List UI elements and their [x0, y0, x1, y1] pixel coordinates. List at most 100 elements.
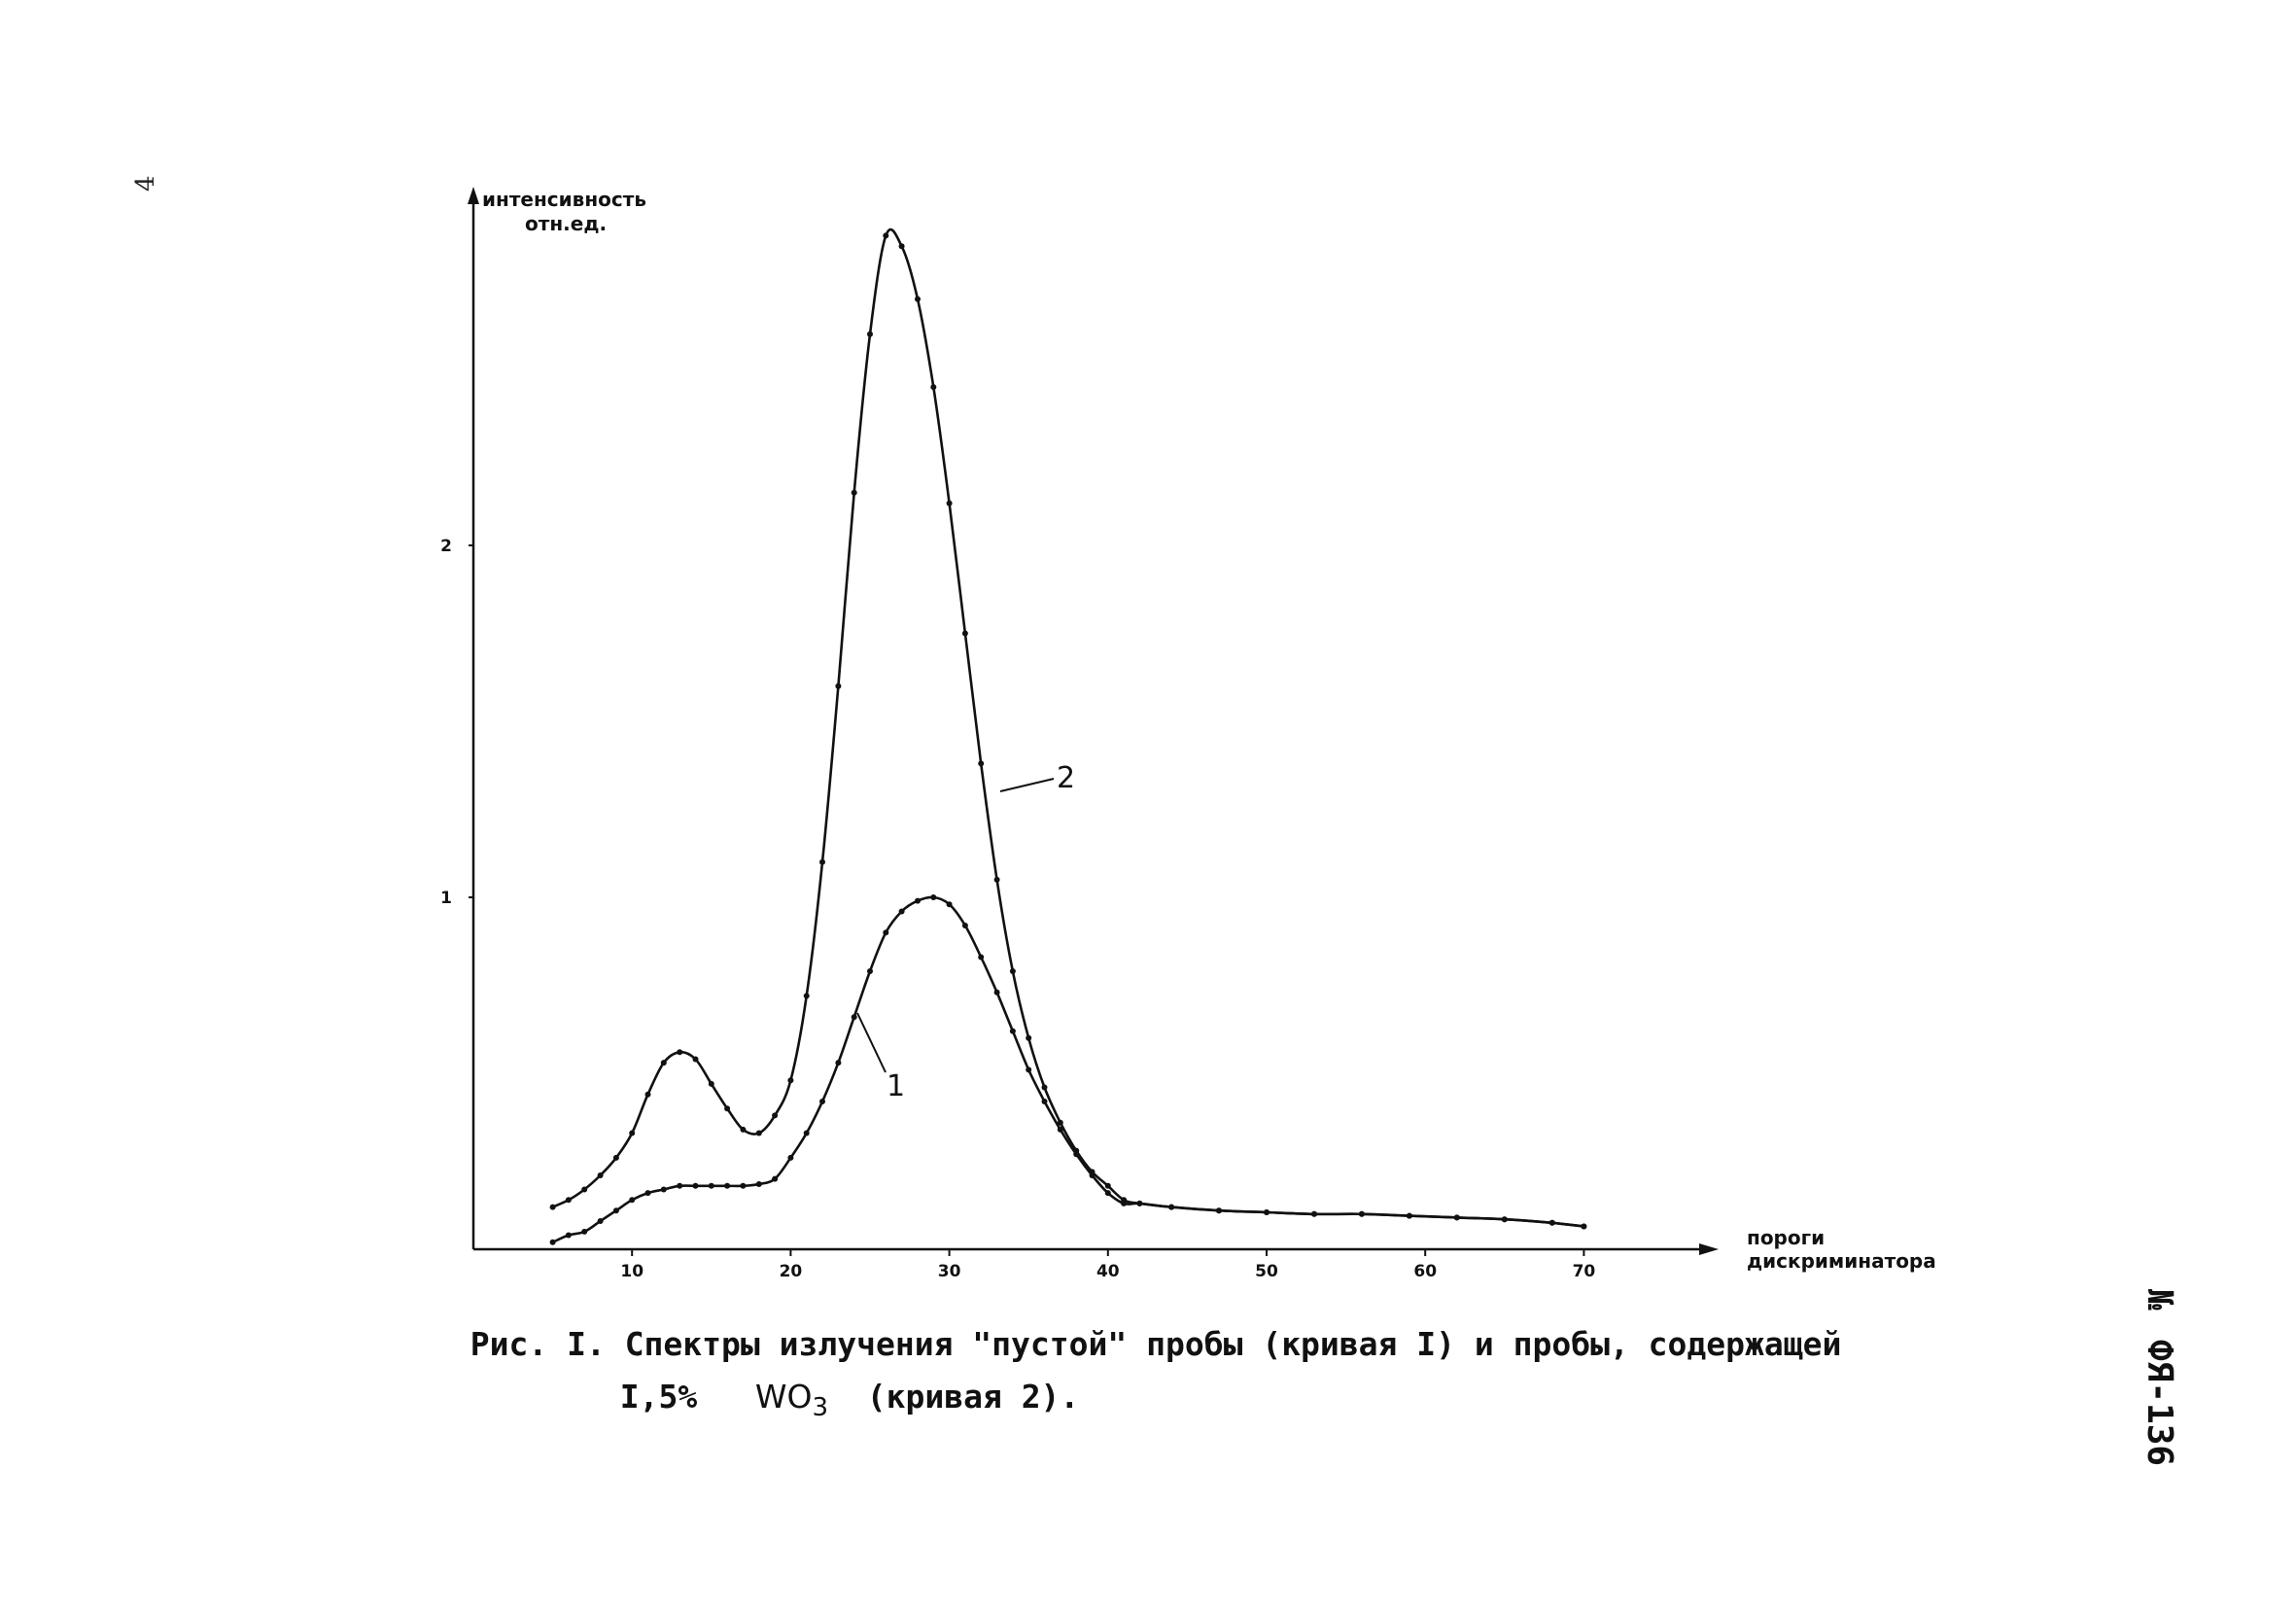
- caption-percent: I,5%: [619, 1378, 698, 1416]
- series-2-point: [1216, 1207, 1222, 1214]
- side-code-mark: №: [2139, 1288, 2179, 1311]
- series-1-point: [755, 1181, 762, 1187]
- x-axis-title-line2: дискриминатора: [1747, 1249, 1936, 1273]
- figure-caption-line1: Рис. I. Спектры излучения "пустой" пробы…: [432, 1287, 1842, 1363]
- x-axis: пороги дискриминатора: [473, 1226, 1936, 1273]
- x-tick-label: 10: [620, 1262, 644, 1281]
- curve-label-1-leader: [856, 1012, 887, 1073]
- series-2-point: [612, 1154, 619, 1161]
- series-2-point: [915, 296, 921, 302]
- series-2-point: [867, 331, 873, 337]
- series-1-point: [1041, 1099, 1048, 1104]
- series-2-point: [1453, 1214, 1460, 1221]
- side-code: ФЯ-136 №: [2139, 1288, 2179, 1466]
- series-2-point: [1104, 1182, 1111, 1189]
- series-1-point: [915, 897, 921, 904]
- series-1-point: [565, 1232, 572, 1239]
- curve-label-1: 1: [856, 1012, 905, 1103]
- series-1-point: [1009, 1028, 1016, 1034]
- series-2-point: [629, 1130, 636, 1136]
- series-1-point: [677, 1182, 683, 1189]
- series-2-point: [1009, 968, 1016, 974]
- series-2-point: [993, 876, 1000, 883]
- series-1-point: [629, 1197, 636, 1204]
- x-tick-label: 20: [780, 1262, 803, 1281]
- series-layer: [549, 227, 1587, 1245]
- series-2-point: [978, 760, 985, 767]
- series-2-point: [1136, 1200, 1143, 1206]
- series-1-point: [581, 1228, 588, 1235]
- series-2-point: [565, 1197, 572, 1204]
- series-1-point: [549, 1239, 556, 1245]
- y-tick-label: 1: [440, 889, 452, 908]
- series-2-point: [1264, 1209, 1270, 1215]
- series-2-point: [1311, 1210, 1317, 1217]
- series-1-point: [851, 1014, 857, 1021]
- series-1-point: [803, 1130, 810, 1136]
- series-1-point: [692, 1182, 699, 1189]
- series-1-point: [1104, 1190, 1111, 1197]
- series-1-point: [772, 1175, 779, 1182]
- series-2-point: [1501, 1216, 1508, 1223]
- series-2-point: [883, 232, 889, 239]
- series-1-point: [612, 1207, 619, 1214]
- series-1-line: [552, 895, 1584, 1243]
- series-1-point: [961, 923, 968, 928]
- series-1-point: [819, 1099, 825, 1104]
- series-1-point: [740, 1182, 747, 1189]
- series-2-point: [597, 1172, 604, 1178]
- series-2-point: [1073, 1147, 1080, 1154]
- series-2-line: [552, 227, 1584, 1228]
- series-1-point: [835, 1060, 842, 1066]
- series-1-point: [930, 894, 937, 900]
- series-2-point: [692, 1056, 699, 1063]
- series-2-point: [851, 489, 857, 496]
- series-1-point: [597, 1218, 604, 1224]
- series-2-point: [677, 1049, 683, 1056]
- series-2-point: [1057, 1119, 1063, 1126]
- y-axis-title-line2: отн.ед.: [525, 212, 607, 235]
- formula-main: WO: [754, 1378, 813, 1416]
- x-ticks: 10 20 30 40 50 60 70: [620, 1249, 1595, 1281]
- series-2-point: [708, 1080, 714, 1087]
- page-number: 4: [131, 175, 160, 192]
- series-2-point: [740, 1126, 747, 1133]
- x-tick-label: 60: [1413, 1262, 1437, 1281]
- series-2-point: [1548, 1219, 1555, 1226]
- curve-label-1-text: 1: [887, 1069, 905, 1103]
- series-2-point: [835, 682, 842, 689]
- y-ticks: 12: [440, 537, 473, 908]
- y-tick-label: 2: [440, 537, 452, 556]
- x-tick-label: 30: [938, 1262, 961, 1281]
- x-tick-label: 50: [1255, 1262, 1278, 1281]
- series-1-point: [946, 901, 953, 908]
- series-1-point: [978, 954, 985, 961]
- series-1-point: [898, 908, 905, 915]
- series-2-point: [772, 1112, 779, 1119]
- series-2-point: [1581, 1223, 1587, 1230]
- curve-label-2-leader: [999, 778, 1055, 792]
- series-2-point: [803, 993, 810, 999]
- x-tick-label: 70: [1573, 1262, 1596, 1281]
- series-1-point: [787, 1154, 794, 1161]
- series-1-point: [1026, 1066, 1032, 1073]
- series-2-point: [1026, 1034, 1032, 1041]
- series-1-point: [883, 929, 889, 936]
- series-1-point: [660, 1186, 667, 1193]
- series-2-point: [1358, 1210, 1365, 1217]
- series-1-point: [644, 1190, 651, 1197]
- x-axis-title-line1: пороги: [1747, 1226, 1825, 1249]
- series-2-point: [549, 1204, 556, 1210]
- series-2-point: [1406, 1212, 1412, 1219]
- curve-label-2: 2: [999, 761, 1075, 795]
- y-axis-title-line1: интенсивность: [482, 188, 646, 211]
- x-tick-label: 40: [1096, 1262, 1120, 1281]
- y-axis-arrow: [468, 187, 479, 204]
- figure-caption-line2: I,5% WO3 (кривая 2).: [581, 1340, 1080, 1422]
- series-1-point: [708, 1182, 714, 1189]
- series-2-point: [930, 384, 937, 391]
- series-2-point: [755, 1130, 762, 1136]
- series-2-point: [1041, 1084, 1048, 1091]
- series-1-point: [724, 1182, 731, 1189]
